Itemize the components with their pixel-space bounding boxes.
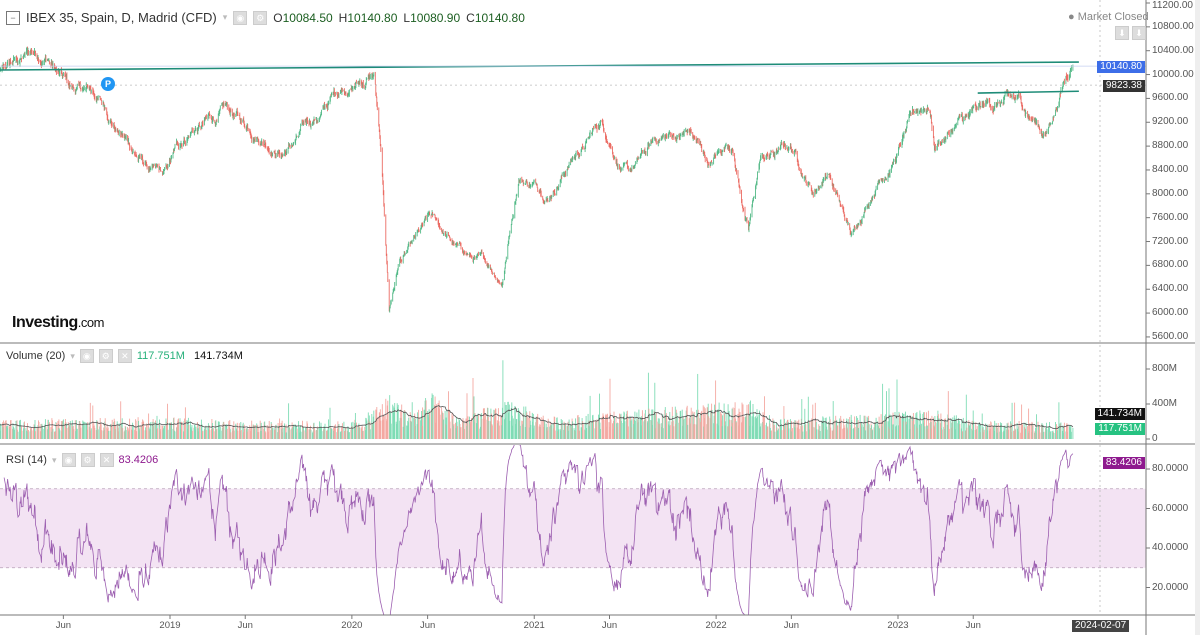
symbol-title[interactable]: IBEX 35, Spain, D, Madrid (CFD) [26,10,217,25]
time-tick-label: 2021 [523,620,545,631]
close-icon[interactable]: ✕ [99,453,114,467]
time-tick-label: Jun [783,620,800,631]
price-tick-label: 9200.00 [1152,116,1189,128]
close-icon[interactable]: ✕ [117,349,132,363]
volume-ma-tag: 141.734M [1094,408,1145,420]
price-tick-label: 7200.00 [1152,235,1189,247]
price-tick-label: 6400.00 [1152,283,1189,295]
rsi-band [0,488,1146,568]
price-tick-label: 6000.00 [1152,307,1189,319]
time-tick-label: Jun [55,620,72,631]
event-marker[interactable]: P [101,77,115,91]
collapse-icon[interactable]: − [6,10,20,25]
eye-icon[interactable]: ◉ [61,453,76,467]
eye-icon[interactable]: ◉ [79,349,94,363]
status-dot-icon: ● [1068,11,1075,23]
move-down-icon[interactable]: ⬇ [1115,26,1129,40]
investing-logo: Investing.com [12,314,104,331]
price-tick-label: 8400.00 [1152,163,1189,175]
price-tick-label: 6800.00 [1152,259,1189,271]
rsi-tick-label: 20.0000 [1152,581,1189,593]
time-tick-label: 2022 [705,620,727,631]
time-tick-label: Jun [965,620,981,631]
market-status: ● Market Closed [1068,11,1149,23]
rsi-tick-label: 80.0000 [1152,463,1189,474]
ohlc-high: H10140.80 [338,10,398,25]
chart-header: − IBEX 35, Spain, D, Madrid (CFD) ▾ ◉ ⚙ … [6,10,525,25]
volume-tick-label: 800M [1152,363,1178,374]
price-tick-label: 8800.00 [1152,140,1189,152]
chevron-down-icon[interactable]: ▾ [222,12,228,22]
volume-title[interactable]: Volume (20) [6,350,66,362]
ohlc-open: O10084.50 [273,10,333,25]
rsi-line [3,445,1074,615]
chevron-down-icon[interactable]: ▾ [70,350,75,361]
volume-value: 117.751M [136,350,185,362]
time-tick-label: Jun [419,620,436,631]
gear-icon[interactable]: ⚙ [80,453,95,467]
time-tick-label: 2019 [159,620,181,631]
maximize-icon[interactable]: ⬇ [1132,26,1147,40]
crosshair-date-tag: 2024-02-07 [1072,620,1130,632]
ohlc-close: C10140.80 [466,10,525,25]
scrollbar-gutter [1195,0,1200,635]
price-tick-label: 5600.00 [1152,330,1189,342]
last-price-tag: 10140.80 [1097,61,1145,73]
price-tick-label: 10800.00 [1152,20,1194,32]
chevron-down-icon[interactable]: ▾ [51,454,57,465]
rsi-value-tag: 83.4206 [1102,457,1145,469]
price-series [0,46,1074,313]
price-tick-label: 10000.00 [1152,68,1194,80]
eye-icon[interactable]: ◉ [233,10,248,25]
rsi-title[interactable]: RSI (14) [6,454,47,466]
volume-ma-value: 141.734M [193,350,243,362]
volume-series [0,360,1074,439]
time-tick-label: Jun [601,620,618,631]
price-tick-label: 11200.00 [1152,0,1193,11]
ohlc-low: L10080.90 [403,10,461,25]
trendline [977,90,1079,94]
volume-tag: 117.751M [1095,423,1145,435]
rsi-tick-label: 60.0000 [1152,502,1189,514]
volume-tick-label: 0 [1152,433,1158,444]
pane-controls: ⬇ ⬇ [1115,26,1147,40]
rsi-pane-header: RSI (14) ▾ ◉ ⚙ ✕ 83.4206 [6,453,158,467]
time-tick-label: 2023 [887,620,909,631]
rsi-tick-label: 40.0000 [1152,542,1189,553]
price-tick-label: 9600.00 [1152,92,1189,104]
crosshair-price-tag: 9823.38 [1102,80,1145,92]
rsi-value: 83.4206 [118,454,159,466]
time-tick-label: Jun [237,620,253,631]
rsi-series [3,445,1074,615]
price-tick-label: 10400.00 [1152,44,1194,56]
price-tick-label: 8000.00 [1152,187,1189,199]
time-tick-label: 2020 [341,620,363,631]
gear-icon[interactable]: ⚙ [98,349,113,363]
gear-icon[interactable]: ⚙ [253,10,268,25]
volume-tick-label: 400M [1152,398,1178,409]
volume-pane-header: Volume (20) ▾ ◉ ⚙ ✕ 117.751M 141.734M [6,349,243,363]
price-tick-label: 7600.00 [1152,211,1189,223]
volume-ma-line [0,405,1074,430]
